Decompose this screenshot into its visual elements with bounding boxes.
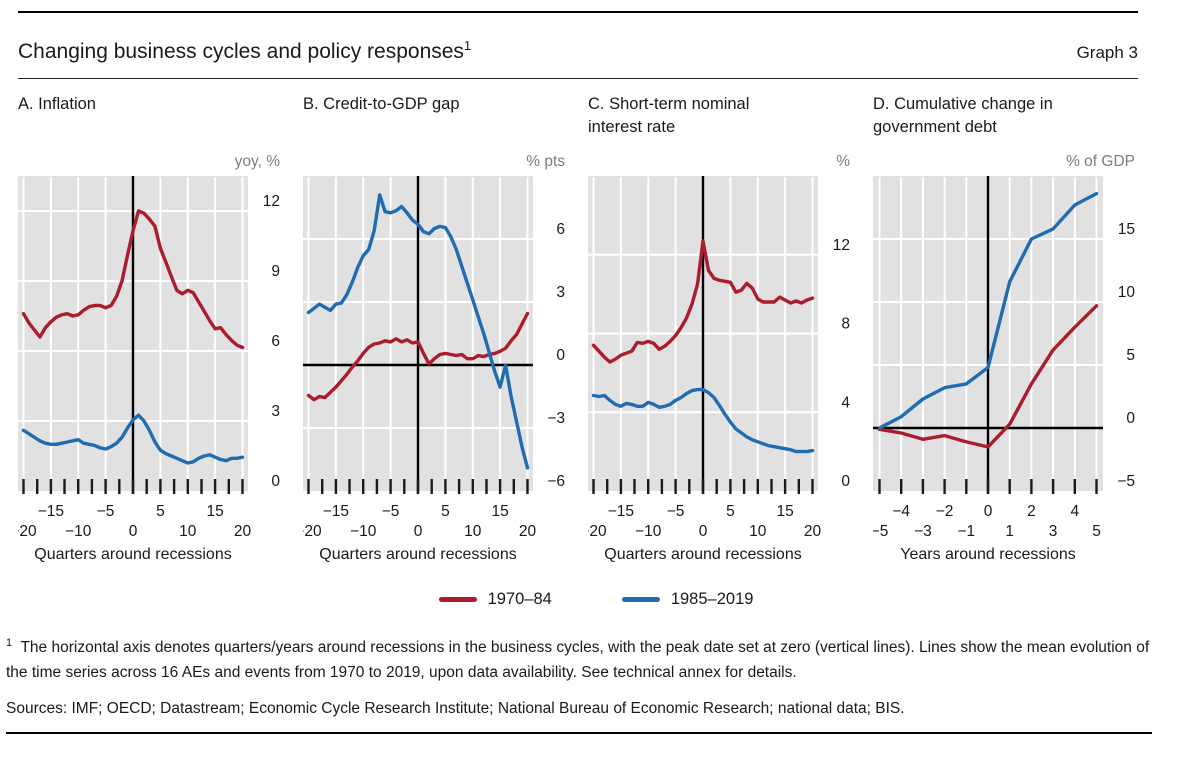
svg-text:% pts: % pts — [526, 153, 565, 170]
figure-header: Changing business cycles and policy resp… — [18, 38, 1138, 64]
svg-text:6: 6 — [556, 221, 565, 238]
svg-text:−15: −15 — [38, 503, 64, 520]
x-axis-title: Quarters around recessions — [319, 546, 517, 563]
legend-swatch-blue — [621, 597, 660, 602]
svg-text:0: 0 — [841, 473, 850, 490]
svg-text:15: 15 — [491, 503, 508, 520]
svg-text:−10: −10 — [350, 523, 377, 540]
svg-text:0: 0 — [699, 523, 708, 540]
svg-text:%: % — [836, 153, 850, 170]
svg-text:−5: −5 — [1117, 473, 1135, 490]
panel-title: B. Credit-to-GDP gap — [303, 95, 460, 113]
footnote-text: The horizontal axis denotes quarters/yea… — [6, 639, 1150, 681]
svg-text:0: 0 — [556, 347, 565, 364]
svg-text:5: 5 — [1092, 523, 1101, 540]
figure-title-footnote-marker: 1 — [463, 38, 472, 53]
x-axis-title: Quarters around recessions — [604, 546, 802, 563]
panel-title: A. Inflation — [18, 95, 96, 113]
header-divider-rule — [18, 78, 1138, 79]
svg-text:0: 0 — [129, 523, 138, 540]
svg-text:5: 5 — [1126, 347, 1135, 364]
svg-text:−1: −1 — [957, 523, 975, 540]
svg-text:20: 20 — [519, 523, 537, 540]
svg-text:−20: −20 — [588, 523, 607, 540]
svg-text:0: 0 — [984, 503, 993, 520]
svg-text:−6: −6 — [547, 473, 565, 490]
legend-item-1970-84: 1970–84 — [438, 590, 552, 609]
svg-text:3: 3 — [556, 284, 565, 301]
svg-text:4: 4 — [1070, 503, 1079, 520]
bottom-rule — [6, 731, 1152, 734]
svg-text:3: 3 — [1049, 523, 1058, 540]
svg-text:−5: −5 — [97, 503, 115, 520]
svg-text:−2: −2 — [936, 503, 954, 520]
svg-text:4: 4 — [841, 394, 850, 411]
svg-text:12: 12 — [833, 237, 850, 254]
svg-text:−15: −15 — [608, 503, 634, 520]
svg-text:20: 20 — [234, 523, 252, 540]
svg-text:20: 20 — [804, 523, 822, 540]
panel-d-government-debt: D. Cumulative change in government debt … — [873, 89, 1158, 564]
figure-title: Changing business cycles and policy resp… — [18, 38, 471, 64]
svg-text:5: 5 — [156, 503, 165, 520]
svg-text:−5: −5 — [873, 523, 888, 540]
panels-row: A. Inflation yoy, %036912−15−5515−20−100… — [18, 89, 1192, 564]
panel-title: C. Short-term nominal interest rate — [588, 95, 750, 136]
panel-c-chart: % 0 4 8 12 −15 −5 5 15 −20 −10 0 10 20 — [588, 153, 850, 540]
top-rule — [18, 11, 1138, 13]
svg-text:yoy, %: yoy, % — [235, 153, 281, 170]
svg-text:5: 5 — [441, 503, 450, 520]
legend: 1970–84 1985–2019 — [0, 590, 1192, 609]
svg-text:15: 15 — [206, 503, 223, 520]
svg-text:0: 0 — [1126, 410, 1135, 427]
svg-text:−10: −10 — [65, 523, 92, 540]
footnote: 1 The horizontal axis denotes quarters/y… — [6, 635, 1152, 686]
svg-text:10: 10 — [464, 523, 482, 540]
svg-text:% of GDP: % of GDP — [1066, 153, 1135, 170]
panel-b-credit-gap: B. Credit-to-GDP gap % pts −6 −3 0 3 6 −15 −5 5 1… — [303, 89, 588, 564]
svg-text:−20: −20 — [303, 523, 322, 540]
footnote-marker: 1 — [6, 637, 13, 649]
panel-a-chart: yoy, % 0 3 6 9 12 −15 −5 5 15 −20 −10 0 10 20 — [18, 153, 281, 540]
svg-text:12: 12 — [263, 193, 280, 210]
sources-line: Sources: IMF; OECD; Datastream; Economic… — [6, 699, 905, 717]
svg-text:−3: −3 — [547, 410, 565, 427]
svg-text:10: 10 — [1118, 284, 1136, 301]
x-axis-title: Quarters around recessions — [34, 546, 232, 563]
x-axis-title: Years around recessions — [900, 546, 1076, 563]
svg-text:5: 5 — [726, 503, 735, 520]
panel-a-inflation: A. Inflation yoy, % 0 3 6 9 12 −15 −5 5 15 −20 −10 0… — [18, 89, 303, 564]
legend-swatch-red — [438, 597, 477, 602]
svg-text:−15: −15 — [323, 503, 349, 520]
panel-b-chart: % pts −6 −3 0 3 6 −15 −5 5 15 −20 −10 0 10 20 — [303, 153, 565, 540]
panel-c-interest-rate: C. Short-term nominal interest rate % 0 4 8… — [588, 89, 873, 564]
svg-text:0: 0 — [271, 473, 280, 490]
svg-text:1: 1 — [1005, 523, 1014, 540]
legend-label: 1970–84 — [487, 590, 552, 608]
svg-text:3: 3 — [271, 403, 280, 420]
svg-text:10: 10 — [179, 523, 197, 540]
svg-text:0: 0 — [414, 523, 423, 540]
panel-title: D. Cumulative change in government debt — [873, 95, 1053, 136]
svg-text:8: 8 — [841, 316, 850, 333]
figure-title-text: Changing business cycles and policy resp… — [18, 40, 464, 63]
svg-text:−5: −5 — [382, 503, 400, 520]
svg-text:10: 10 — [749, 523, 767, 540]
graph-number-label: Graph 3 — [1076, 43, 1138, 62]
svg-text:15: 15 — [776, 503, 793, 520]
svg-text:−4: −4 — [892, 503, 910, 520]
legend-label: 1985–2019 — [670, 590, 754, 608]
svg-text:6: 6 — [271, 333, 280, 350]
panel-d-chart: % of GDP −5 0 5 10 15 −4 −2 0 2 4 −5 −3 −1 1 3 5 — [873, 153, 1136, 540]
svg-text:9: 9 — [271, 263, 280, 280]
svg-text:−3: −3 — [914, 523, 932, 540]
svg-text:−5: −5 — [667, 503, 685, 520]
svg-text:−10: −10 — [635, 523, 662, 540]
svg-text:−20: −20 — [18, 523, 37, 540]
legend-item-1985-2019: 1985–2019 — [621, 590, 754, 609]
svg-text:2: 2 — [1027, 503, 1036, 520]
svg-text:15: 15 — [1118, 221, 1135, 238]
